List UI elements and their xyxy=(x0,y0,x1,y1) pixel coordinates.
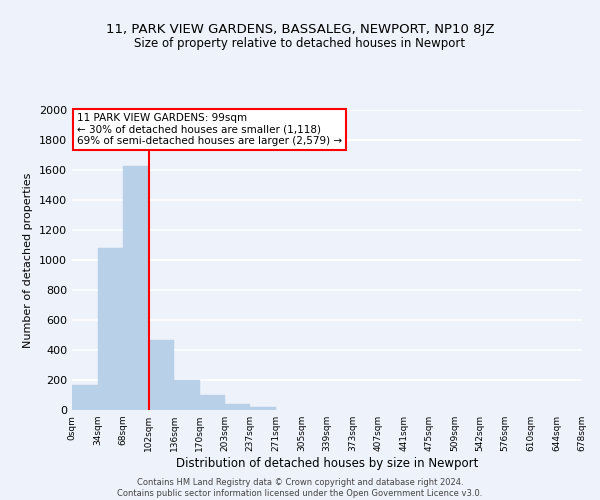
X-axis label: Distribution of detached houses by size in Newport: Distribution of detached houses by size … xyxy=(176,457,478,470)
Bar xyxy=(250,407,276,410)
Bar xyxy=(123,166,149,410)
Bar xyxy=(98,248,123,410)
Text: 11, PARK VIEW GARDENS, BASSALEG, NEWPORT, NP10 8JZ: 11, PARK VIEW GARDENS, BASSALEG, NEWPORT… xyxy=(106,22,494,36)
Bar xyxy=(175,380,200,410)
Bar xyxy=(149,340,175,410)
Bar xyxy=(200,395,224,410)
Bar xyxy=(224,404,250,410)
Text: 11 PARK VIEW GARDENS: 99sqm
← 30% of detached houses are smaller (1,118)
69% of : 11 PARK VIEW GARDENS: 99sqm ← 30% of det… xyxy=(77,113,342,146)
Bar xyxy=(72,384,98,410)
Y-axis label: Number of detached properties: Number of detached properties xyxy=(23,172,34,348)
Text: Size of property relative to detached houses in Newport: Size of property relative to detached ho… xyxy=(134,38,466,51)
Text: Contains HM Land Registry data © Crown copyright and database right 2024.
Contai: Contains HM Land Registry data © Crown c… xyxy=(118,478,482,498)
